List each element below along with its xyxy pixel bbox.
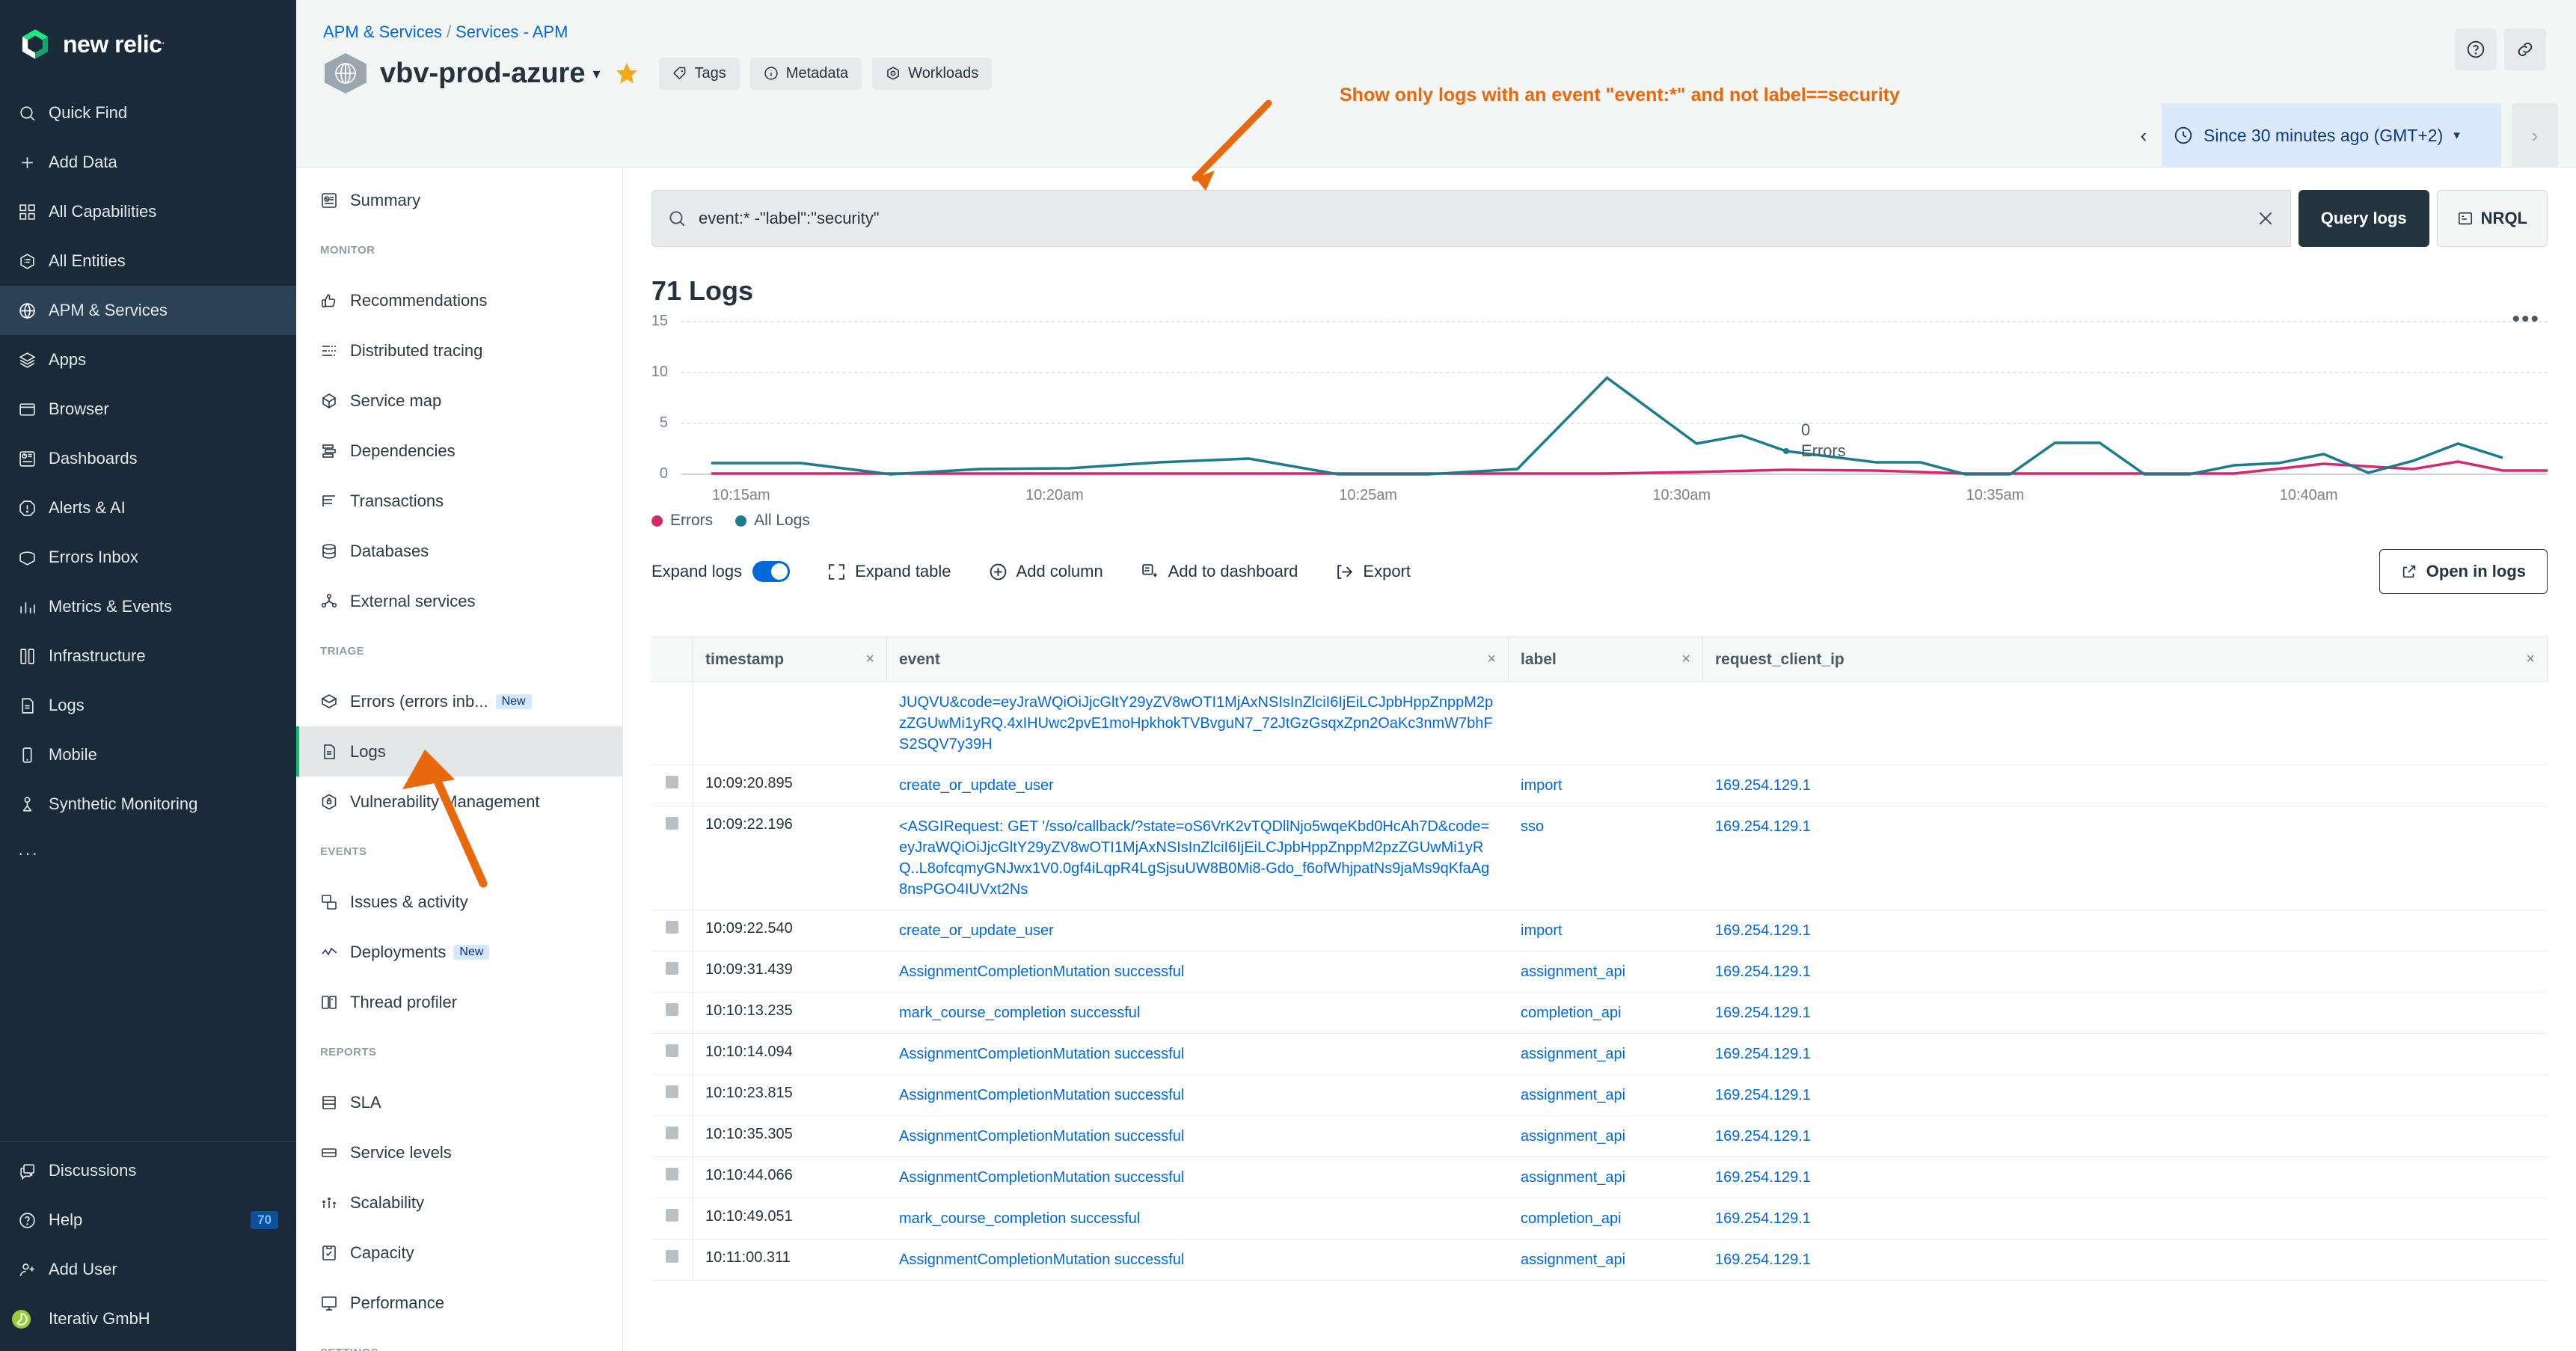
svg-text:0: 0 — [660, 465, 668, 482]
svg-text:10: 10 — [651, 364, 668, 380]
svg-text:10:30am: 10:30am — [1652, 487, 1711, 503]
svg-text:Errors: Errors — [1801, 441, 1846, 460]
svg-text:5: 5 — [660, 414, 668, 431]
svg-text:0: 0 — [1801, 420, 1810, 439]
svg-text:10:35am: 10:35am — [1966, 487, 2025, 503]
svg-text:10:25am: 10:25am — [1339, 487, 1397, 503]
svg-text:15: 15 — [651, 313, 668, 329]
svg-text:10:20am: 10:20am — [1025, 487, 1084, 503]
svg-text:10:15am: 10:15am — [712, 487, 770, 503]
svg-text:10:40am: 10:40am — [2280, 487, 2338, 503]
